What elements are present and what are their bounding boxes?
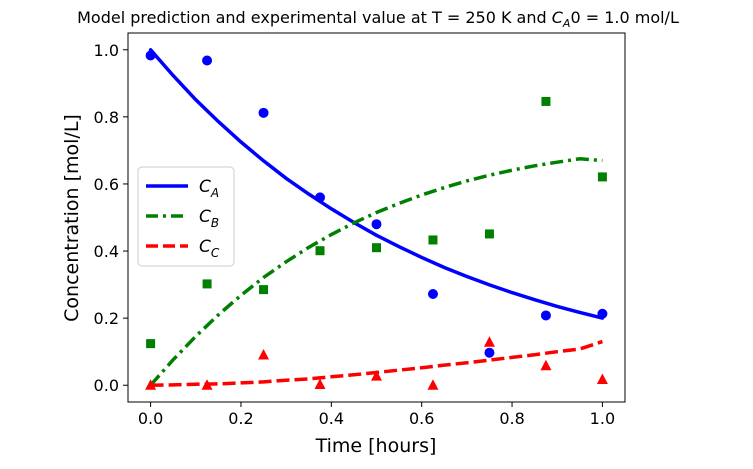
chart-title-variable: C bbox=[552, 8, 564, 27]
x-axis: 0.0 0.2 0.4 0.6 0.8 1.0 bbox=[138, 402, 615, 428]
data-point-triangle bbox=[371, 370, 382, 381]
y-tick-label: 1.0 bbox=[94, 41, 119, 60]
data-point-circle bbox=[371, 219, 382, 230]
data-point-circle bbox=[202, 55, 213, 66]
chart-title-suffix: 0 = 1.0 mol/L bbox=[570, 8, 679, 27]
data-point-triangle bbox=[314, 378, 326, 390]
x-tick-label: 0.6 bbox=[409, 409, 434, 428]
data-point-square bbox=[597, 172, 607, 182]
data-point-triangle bbox=[483, 336, 495, 347]
chart-title: Model prediction and experimental value … bbox=[77, 8, 679, 30]
x-tick-label: 0.0 bbox=[138, 409, 163, 428]
data-point-square bbox=[372, 243, 381, 253]
data-point-circle bbox=[145, 50, 156, 61]
x-axis-label: Time [hours] bbox=[315, 435, 437, 457]
data-point-triangle bbox=[145, 379, 157, 390]
x-tick-label: 0.4 bbox=[319, 409, 344, 428]
data-point-triangle bbox=[540, 359, 552, 371]
model-line-a bbox=[148, 48, 605, 320]
y-axis-label: Concentration [mol/L] bbox=[61, 114, 83, 322]
y-tick-label: 0.8 bbox=[94, 108, 119, 127]
legend-label-c: CC bbox=[199, 237, 220, 260]
data-point-square bbox=[146, 339, 156, 349]
data-point-triangle bbox=[596, 373, 608, 385]
data-point-square bbox=[202, 279, 212, 289]
chart-title-prefix: Model prediction and experimental value … bbox=[77, 8, 552, 27]
data-point-triangle bbox=[201, 379, 213, 390]
y-tick-label: 0.6 bbox=[94, 175, 119, 194]
data-point-circle bbox=[427, 288, 438, 299]
plot-area bbox=[145, 48, 608, 390]
y-tick-label: 0.2 bbox=[94, 309, 119, 328]
y-tick-label: 0.0 bbox=[94, 376, 119, 395]
data-point-square bbox=[259, 285, 269, 295]
y-axis: 0.0 0.2 0.4 0.6 0.8 1.0 bbox=[94, 41, 128, 395]
data-point-triangle bbox=[258, 349, 270, 360]
data-point-square bbox=[541, 96, 551, 106]
x-tick-label: 0.2 bbox=[228, 409, 253, 428]
data-point-circle bbox=[484, 347, 495, 358]
axes-frame bbox=[127, 32, 626, 403]
data-point-square bbox=[315, 246, 325, 256]
legend-label-a: CA bbox=[199, 177, 219, 200]
data-point-circle bbox=[258, 107, 269, 118]
legend-label-b: CB bbox=[199, 207, 219, 230]
model-line-b bbox=[149, 157, 603, 387]
legend: CA CB CC bbox=[137, 166, 235, 267]
data-point-triangle bbox=[427, 379, 439, 390]
data-point-square bbox=[484, 229, 494, 239]
data-point-circle bbox=[315, 192, 326, 203]
y-tick-label: 0.4 bbox=[94, 242, 119, 261]
data-point-circle bbox=[540, 310, 551, 321]
data-point-circle bbox=[597, 308, 608, 319]
data-point-square bbox=[428, 235, 438, 245]
legend-box bbox=[137, 166, 235, 267]
x-tick-label: 1.0 bbox=[590, 409, 615, 428]
x-tick-label: 0.8 bbox=[499, 409, 524, 428]
chart-title-variable-subscript: A bbox=[562, 17, 571, 30]
